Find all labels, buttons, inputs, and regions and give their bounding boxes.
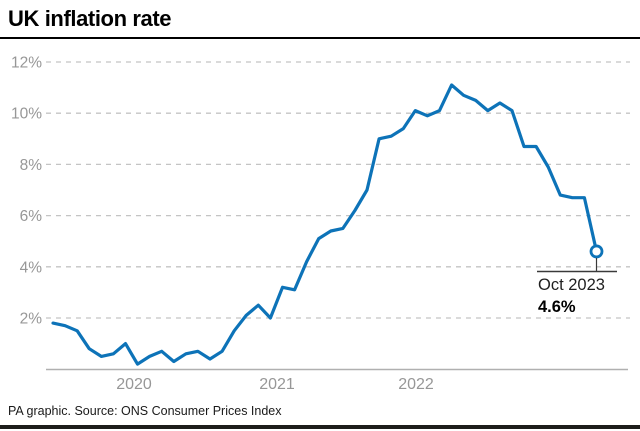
x-tick-label: 2022 xyxy=(398,376,434,393)
y-tick-label: 10% xyxy=(11,106,42,123)
annotation-value-label: 4.6% xyxy=(538,298,576,316)
last-point-marker xyxy=(589,244,604,259)
chart-header: UK inflation rate xyxy=(0,0,640,39)
source-credit: PA graphic. Source: ONS Consumer Prices … xyxy=(8,404,282,418)
x-tick-label: 2021 xyxy=(259,376,295,393)
y-tick-label: 2% xyxy=(20,311,43,328)
chart-plot-area: 12% 10% 8% 6% 4% 2% 2020 2021 2022 xyxy=(11,55,630,393)
y-tick-label: 12% xyxy=(11,55,42,72)
page-title: UK inflation rate xyxy=(8,6,172,31)
last-point-annotation: Oct 2023 4.6% xyxy=(537,258,617,316)
y-tick-label: 8% xyxy=(20,157,43,174)
x-tick-label: 2020 xyxy=(116,376,152,393)
pa-brand-bar xyxy=(0,425,640,429)
y-tick-label: 6% xyxy=(20,208,43,225)
inflation-line xyxy=(51,83,599,366)
y-tick-label: 4% xyxy=(20,259,43,276)
annotation-date-label: Oct 2023 xyxy=(538,276,605,294)
